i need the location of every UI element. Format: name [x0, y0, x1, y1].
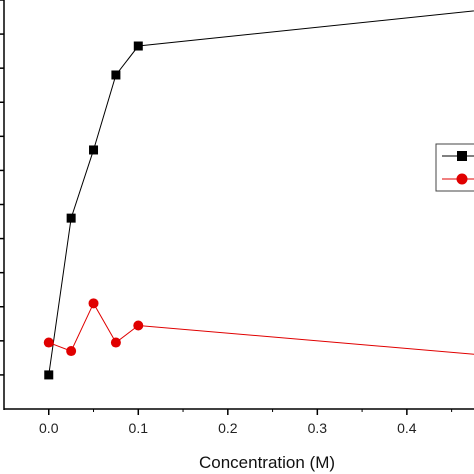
series-2-point	[66, 346, 77, 357]
x-tick-label-3: 0.3	[308, 420, 328, 436]
x-tick-label-4: 0.4	[397, 420, 417, 436]
series-1-point	[89, 145, 99, 155]
series-2-point	[133, 320, 144, 331]
legend-marker-series-1	[457, 151, 467, 161]
series-1-line	[48, 10, 474, 375]
legend-box	[435, 143, 474, 192]
series-layer	[43, 10, 474, 380]
series-2-line	[48, 302, 474, 355]
series-2-point	[88, 298, 99, 309]
series-1-point	[133, 41, 143, 51]
series-1-point	[66, 213, 76, 223]
x-tick-label-1: 0.1	[129, 420, 149, 436]
x-axis-ticks: 0.0 0.1 0.2 0.3 0.4	[39, 409, 453, 436]
series-1-point	[111, 70, 121, 80]
x-axis-title: Concentration (M)	[199, 453, 335, 472]
legend	[435, 143, 474, 192]
y-axis-ticks	[0, 0, 4, 376]
legend-marker-series-2	[456, 173, 468, 185]
series-2-point	[110, 337, 121, 348]
series-1-point	[44, 370, 54, 380]
x-tick-label-2: 0.2	[218, 420, 238, 436]
x-tick-label-0: 0.0	[39, 420, 59, 436]
series-2-point	[43, 337, 54, 348]
